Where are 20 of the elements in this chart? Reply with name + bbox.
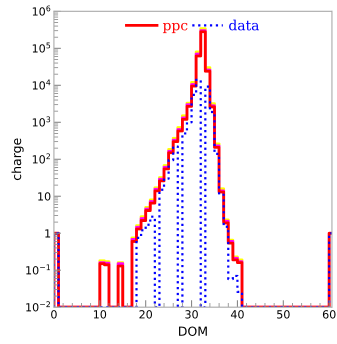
y-tick-label: 1 (45, 229, 50, 238)
y-tick-label: 10$^{2}$ (32, 153, 50, 164)
y-tick-label: 10$^{6}$ (32, 5, 50, 16)
y-tick-label: 10$^{−1}$ (26, 264, 50, 275)
x-tick-label: 30 (185, 310, 198, 319)
y-tick-label: 10$^{5}$ (32, 42, 50, 53)
y-tick-label: 10$^{3}$ (32, 116, 50, 127)
legend-label: ppc (162, 22, 188, 34)
x-tick-label: 60 (322, 310, 336, 319)
x-tick-label: 20 (139, 310, 152, 319)
y-tick-label: 10$^{4}$ (32, 80, 50, 90)
x-tick-label: 50 (277, 310, 290, 319)
x-tick-label: 10 (94, 310, 106, 319)
x-axis-title: DOM (179, 326, 207, 336)
x-tick-label: 40 (230, 310, 244, 319)
legend-label: data (229, 20, 260, 30)
y-tick-label: 10 (38, 192, 50, 201)
y-tick-label: 10$^{−2}$ (26, 301, 50, 312)
x-tick-label: 0 (51, 310, 57, 319)
y-axis-title: charge (12, 138, 24, 180)
